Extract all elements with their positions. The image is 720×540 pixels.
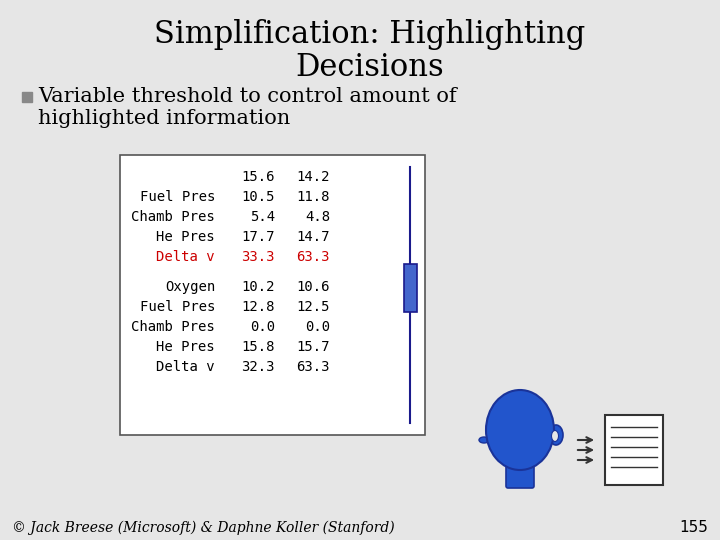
Text: 0.0: 0.0 bbox=[305, 320, 330, 334]
Bar bbox=[605, 415, 663, 485]
Text: He Pres: He Pres bbox=[156, 340, 215, 354]
Text: 14.7: 14.7 bbox=[297, 230, 330, 244]
Text: Oxygen: Oxygen bbox=[165, 280, 215, 294]
Text: 63.3: 63.3 bbox=[297, 360, 330, 374]
Text: Fuel Pres: Fuel Pres bbox=[140, 190, 215, 204]
Text: 4.8: 4.8 bbox=[305, 210, 330, 224]
Ellipse shape bbox=[479, 437, 489, 443]
Text: highlighted information: highlighted information bbox=[38, 109, 290, 127]
Text: 15.6: 15.6 bbox=[241, 170, 275, 184]
Text: 63.3: 63.3 bbox=[297, 250, 330, 264]
Bar bbox=[403, 264, 416, 312]
Text: 0.0: 0.0 bbox=[250, 320, 275, 334]
Text: 10.2: 10.2 bbox=[241, 280, 275, 294]
Text: 14.2: 14.2 bbox=[297, 170, 330, 184]
Text: Chamb Pres: Chamb Pres bbox=[131, 210, 215, 224]
Text: Delta v: Delta v bbox=[156, 360, 215, 374]
Text: 32.3: 32.3 bbox=[241, 360, 275, 374]
Text: 15.8: 15.8 bbox=[241, 340, 275, 354]
Text: Decisions: Decisions bbox=[296, 52, 444, 84]
Ellipse shape bbox=[486, 390, 554, 470]
Text: He Pres: He Pres bbox=[156, 230, 215, 244]
Text: 33.3: 33.3 bbox=[241, 250, 275, 264]
Ellipse shape bbox=[552, 430, 559, 442]
Text: Delta v: Delta v bbox=[156, 250, 215, 264]
Text: Variable threshold to control amount of: Variable threshold to control amount of bbox=[38, 87, 456, 106]
Ellipse shape bbox=[549, 425, 563, 445]
Text: 11.8: 11.8 bbox=[297, 190, 330, 204]
FancyBboxPatch shape bbox=[506, 464, 534, 488]
Text: 10.6: 10.6 bbox=[297, 280, 330, 294]
Bar bbox=[22, 92, 32, 102]
Text: 155: 155 bbox=[679, 521, 708, 536]
Text: © Jack Breese (Microsoft) & Daphne Koller (Stanford): © Jack Breese (Microsoft) & Daphne Kolle… bbox=[12, 521, 395, 535]
Text: 5.4: 5.4 bbox=[250, 210, 275, 224]
Text: 15.7: 15.7 bbox=[297, 340, 330, 354]
Text: 12.8: 12.8 bbox=[241, 300, 275, 314]
Text: Fuel Pres: Fuel Pres bbox=[140, 300, 215, 314]
Bar bbox=[120, 155, 425, 435]
Text: 10.5: 10.5 bbox=[241, 190, 275, 204]
Text: 12.5: 12.5 bbox=[297, 300, 330, 314]
Text: Chamb Pres: Chamb Pres bbox=[131, 320, 215, 334]
Text: Simplification: Highlighting: Simplification: Highlighting bbox=[154, 19, 585, 51]
Text: 17.7: 17.7 bbox=[241, 230, 275, 244]
